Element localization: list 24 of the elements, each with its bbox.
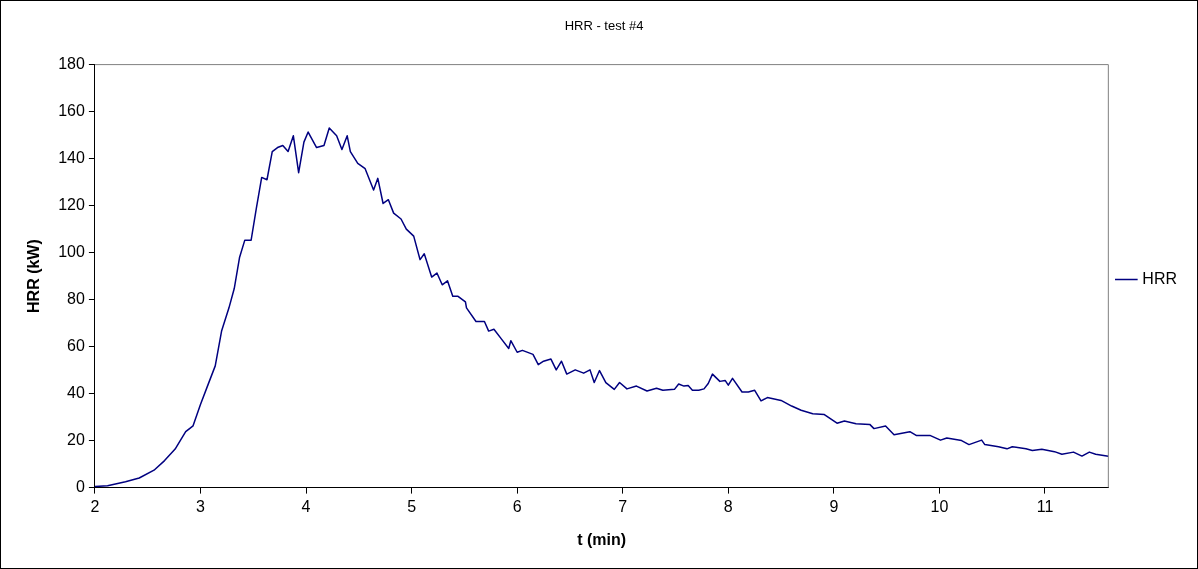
y-tick-label: 120	[58, 196, 85, 214]
y-tick-label: 100	[58, 243, 85, 261]
y-tick-label: 0	[75, 478, 85, 496]
y-tick-label: 180	[58, 55, 85, 73]
x-tick-label: 7	[618, 497, 628, 515]
x-tick-label: 6	[512, 497, 522, 515]
y-tick-label: 60	[67, 337, 85, 355]
x-tick-label: 4	[301, 497, 311, 515]
chart-title: HRR - test #4	[564, 18, 644, 34]
x-tick-label: 10	[930, 497, 949, 515]
x-tick-label: 11	[1036, 497, 1054, 515]
x-tick-label: 8	[723, 497, 733, 515]
legend-label: HRR	[1142, 269, 1178, 287]
y-tick-label: 80	[67, 290, 85, 308]
x-tick-label: 9	[829, 497, 839, 515]
y-tick-label: 20	[67, 431, 85, 449]
x-tick-label: 5	[407, 497, 417, 515]
x-tick-label: 3	[196, 497, 206, 515]
y-tick-label: 160	[58, 102, 85, 120]
y-tick-label: 40	[67, 384, 85, 402]
y-tick-label: 140	[58, 149, 85, 167]
x-axis-title: t (min)	[577, 530, 627, 548]
y-axis-title: HRR (kW)	[25, 239, 43, 313]
x-tick-label: 2	[90, 497, 100, 515]
